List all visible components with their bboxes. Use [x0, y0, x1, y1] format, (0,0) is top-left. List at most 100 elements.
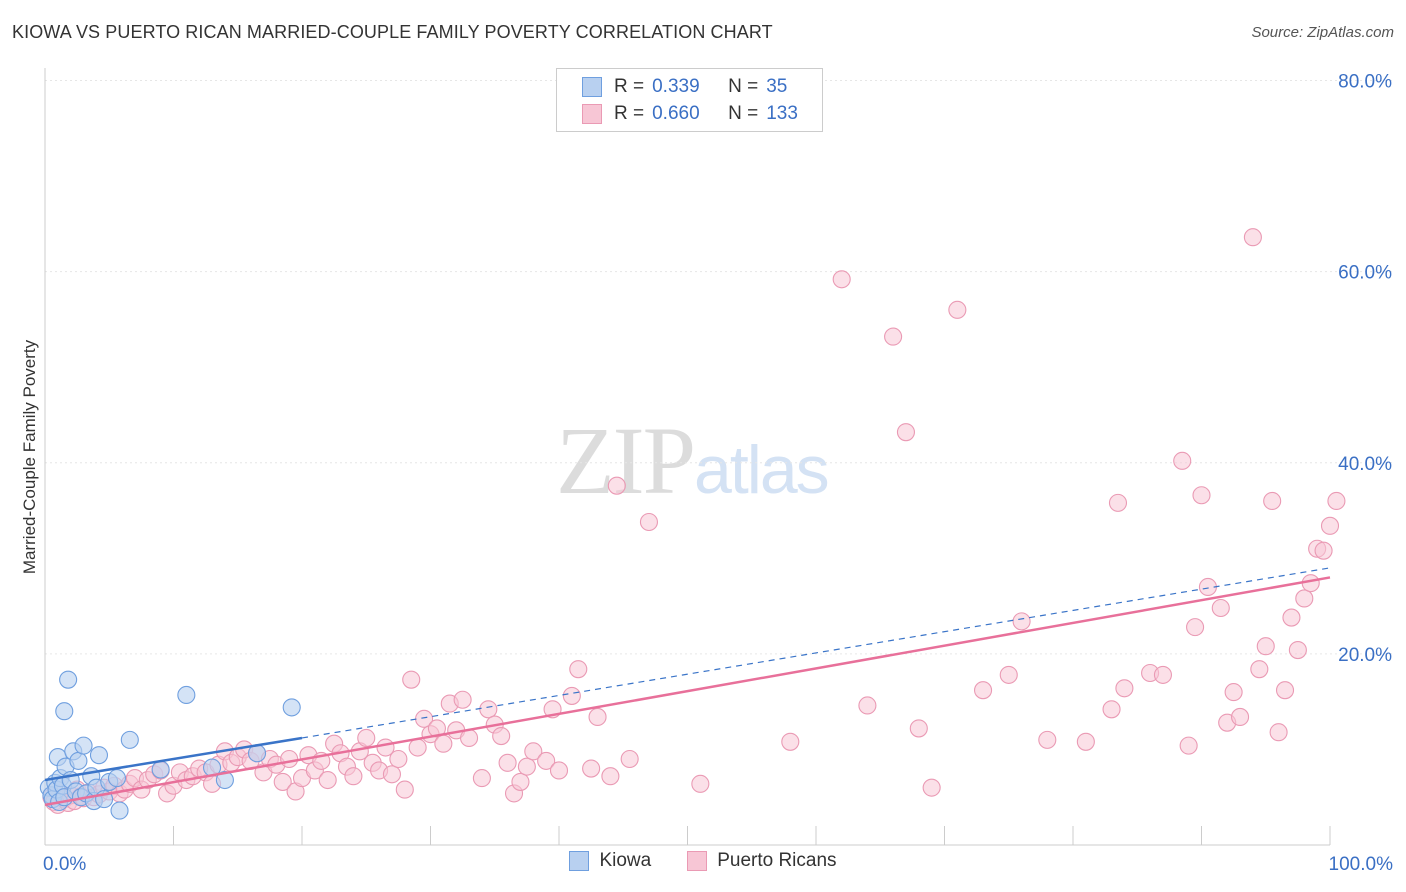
puerto-ricans-point-86 — [569, 660, 588, 679]
watermark: ZIPatlas — [556, 405, 830, 516]
puerto-ricans-point-81 — [524, 742, 543, 761]
puerto-ricans-point-104 — [1012, 612, 1031, 631]
puerto-ricans-trend-line — [44, 576, 1331, 807]
puerto-ricans-point-60 — [382, 765, 402, 784]
puerto-ricans-point-108 — [1108, 493, 1128, 512]
kiowa-n-value: 35 — [766, 76, 788, 97]
y-tick-label-40: 40.0% — [1338, 454, 1392, 475]
kiowa-swatch — [582, 77, 602, 97]
kiowa-point-12 — [59, 670, 78, 689]
puerto-ricans-point-89 — [601, 767, 620, 786]
puerto-ricans-point-68 — [434, 734, 453, 753]
puerto-ricans-swatch — [582, 104, 602, 124]
puerto-ricans-point-98 — [896, 423, 916, 442]
kiowa-point-28 — [120, 730, 139, 749]
puerto-ricans-point-71 — [453, 690, 472, 709]
kiowa-point-27 — [110, 801, 129, 820]
puerto-ricans-point-101 — [948, 300, 967, 319]
puerto-ricans-point-82 — [537, 751, 556, 770]
series-legend: Kiowa Puerto Ricans — [0, 850, 1406, 872]
puerto-ricans-point-61 — [389, 749, 408, 769]
puerto-ricans-legend-label: Puerto Ricans — [717, 850, 837, 871]
axes — [44, 68, 1331, 846]
x-tick-label-max: 100.0% — [1329, 854, 1394, 875]
kiowa-point-30 — [177, 685, 196, 705]
puerto-ricans-point-92 — [639, 512, 659, 532]
puerto-ricans-point-106 — [1076, 732, 1095, 751]
kiowa-point-34 — [282, 698, 301, 717]
kiowa-r-label: R = — [614, 76, 645, 97]
puerto-ricans-r-value: 0.660 — [652, 103, 700, 124]
puerto-ricans-point-102 — [973, 681, 993, 700]
puerto-ricans-point-96 — [858, 696, 877, 715]
puerto-ricans-point-112 — [1173, 451, 1192, 470]
puerto-ricans-point-111 — [1153, 665, 1172, 684]
puerto-ricans-point-56 — [357, 728, 376, 748]
puerto-ricans-point-74 — [479, 700, 498, 719]
kiowa-legend-swatch — [569, 851, 590, 871]
kiowa-point-29 — [151, 760, 170, 779]
puerto-ricans-point-43 — [273, 772, 292, 791]
puerto-ricans-point-107 — [1102, 700, 1121, 719]
puerto-ricans-point-126 — [1275, 681, 1295, 700]
kiowa-trend-line — [44, 736, 303, 782]
puerto-ricans-point-99 — [909, 719, 928, 738]
legend-item-puerto-ricans[interactable]: Puerto Ricans — [687, 850, 837, 872]
kiowa-point-11 — [55, 702, 74, 721]
puerto-ricans-point-44 — [280, 749, 299, 769]
puerto-ricans-point-121 — [1243, 228, 1262, 247]
puerto-ricans-r-label: R = — [614, 103, 645, 124]
x-tick-label-min: 0.0% — [43, 854, 86, 875]
puerto-ricans-point-103 — [999, 665, 1018, 684]
puerto-ricans-point-50 — [318, 770, 337, 790]
puerto-ricans-legend-swatch — [687, 851, 708, 871]
legend-item-kiowa[interactable]: Kiowa — [569, 850, 651, 872]
puerto-ricans-point-95 — [832, 270, 851, 289]
chart-title: KIOWA VS PUERTO RICAN MARRIED-COUPLE FAM… — [12, 22, 773, 42]
puerto-ricans-point-113 — [1179, 736, 1198, 755]
y-tick-label-20: 20.0% — [1338, 645, 1392, 666]
puerto-ricans-point-94 — [781, 732, 800, 751]
kiowa-point-26 — [107, 769, 127, 788]
y-tick-label-80: 80.0% — [1338, 72, 1392, 93]
puerto-ricans-point-133 — [1320, 516, 1340, 535]
puerto-ricans-n-value: 133 — [766, 103, 798, 124]
puerto-ricans-point-67 — [427, 719, 446, 738]
kiowa-point-18 — [74, 736, 93, 755]
puerto-ricans-point-100 — [922, 778, 941, 797]
correlation-legend: R = 0.339 N = 35 R = 0.660 N = 133 — [556, 68, 823, 132]
puerto-ricans-point-62 — [395, 780, 414, 799]
puerto-ricans-point-73 — [472, 769, 491, 788]
puerto-ricans-point-114 — [1186, 618, 1205, 637]
puerto-ricans-point-129 — [1295, 589, 1314, 608]
kiowa-point-23 — [89, 746, 109, 765]
puerto-ricans-point-117 — [1211, 598, 1230, 618]
puerto-ricans-point-80 — [517, 757, 536, 776]
watermark-zip: ZIP — [556, 407, 696, 514]
puerto-ricans-point-85 — [562, 686, 581, 705]
legend-row-kiowa: R = 0.339 N = 35 — [557, 74, 795, 100]
puerto-ricans-point-124 — [1263, 491, 1282, 511]
puerto-ricans-point-128 — [1288, 641, 1307, 660]
puerto-ricans-point-105 — [1038, 730, 1057, 749]
puerto-ricans-point-64 — [408, 738, 427, 757]
watermark-atlas: atlas — [694, 432, 830, 508]
puerto-ricans-point-134 — [1327, 491, 1346, 511]
puerto-ricans-point-93 — [691, 774, 710, 793]
puerto-ricans-point-76 — [492, 727, 511, 746]
source-label: Source: ZipAtlas.com — [1251, 24, 1394, 41]
kiowa-trend-extension — [301, 567, 1331, 739]
puerto-ricans-point-109 — [1115, 679, 1134, 698]
kiowa-r-value: 0.339 — [652, 76, 700, 97]
puerto-ricans-n-label: N = — [728, 103, 759, 124]
puerto-ricans-point-132 — [1314, 541, 1333, 560]
kiowa-n-label: N = — [728, 76, 759, 97]
puerto-ricans-point-79 — [511, 772, 530, 791]
puerto-ricans-point-119 — [1224, 683, 1243, 702]
puerto-ricans-point-91 — [620, 749, 639, 769]
puerto-ricans-point-87 — [582, 759, 601, 778]
puerto-ricans-point-77 — [498, 753, 517, 772]
puerto-ricans-point-88 — [588, 707, 607, 726]
grid-lines — [45, 80, 1392, 655]
